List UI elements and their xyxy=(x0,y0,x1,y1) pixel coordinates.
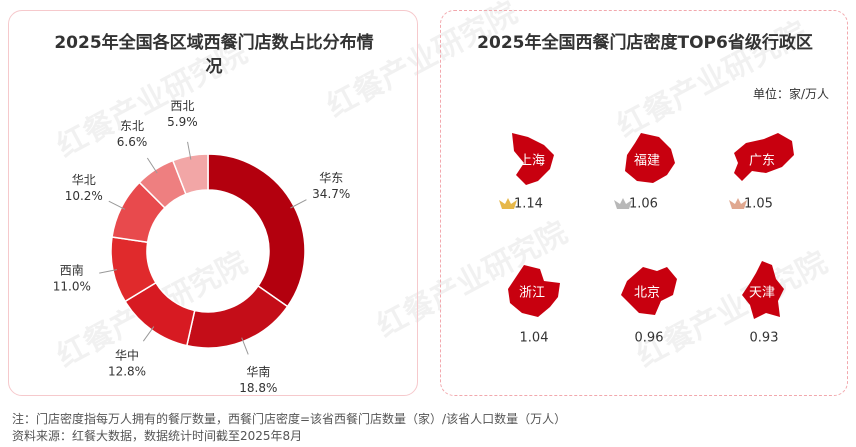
density-value: 0.96 xyxy=(635,331,664,346)
source-note: 资料来源：红餐大数据，数据统计时间截至2025年8月 xyxy=(12,429,303,443)
province-label: 广东 xyxy=(749,154,775,169)
value-label: 34.7% xyxy=(312,187,350,201)
density-value: 1.04 xyxy=(520,331,549,346)
chart-title: 2025年全国西餐门店密度TOP6省级行政区 xyxy=(477,33,813,53)
leader-line xyxy=(146,157,158,174)
value-label: 12.8% xyxy=(108,364,146,378)
leader-line xyxy=(108,200,126,210)
province-label: 福建 xyxy=(634,154,660,169)
province-shape xyxy=(621,267,677,315)
province-shape xyxy=(742,261,784,319)
crown-icon xyxy=(499,198,517,209)
value-label: 5.9% xyxy=(167,115,198,129)
category-label: 华南 xyxy=(246,364,270,379)
density-value: 1.06 xyxy=(629,197,658,212)
right-panel: 2025年全国西餐门店密度TOP6省级行政区 单位：家/万人 上海 1.14 福建 1… xyxy=(440,10,848,396)
density-value: 0.93 xyxy=(750,331,779,346)
category-label: 华中 xyxy=(115,347,139,362)
leader-line xyxy=(142,326,155,342)
category-label: 东北 xyxy=(120,119,144,133)
province-label: 上海 xyxy=(519,154,545,169)
province-label: 浙江 xyxy=(519,286,545,301)
category-label: 西北 xyxy=(170,99,194,113)
crown-icon xyxy=(729,198,747,209)
density-value: 1.05 xyxy=(744,197,773,212)
value-label: 10.2% xyxy=(65,189,103,203)
footnote: 注：门店密度指每万人拥有的餐厅数量，西餐门店密度=该省西餐门店数量（家）/该省人… xyxy=(12,412,567,426)
province-shape xyxy=(508,265,560,317)
province-label: 天津 xyxy=(749,286,775,301)
province-label: 北京 xyxy=(634,286,660,301)
province-shape xyxy=(734,133,794,181)
province-shape xyxy=(625,133,675,183)
leader-line xyxy=(290,199,307,209)
crown-icon xyxy=(614,198,632,209)
leader-line xyxy=(241,337,249,355)
unit-label: 单位：家/万人 xyxy=(752,87,829,101)
chart-title: 2025年全国各区域西餐门店数占比分布情况 xyxy=(54,33,374,77)
value-label: 6.6% xyxy=(117,135,148,149)
leader-line xyxy=(187,141,192,160)
province-grid: 上海 1.14 福建 1.06 广东 1.05 浙江 1.04 北京 0.96 天津 0.93 xyxy=(499,133,794,346)
donut-segment xyxy=(207,153,306,308)
left-panel: 2025年全国各区域西餐门店数占比分布情况 华东 34.7% 华南 18.8% 华中 12… xyxy=(8,10,418,396)
province-shape xyxy=(512,133,554,185)
donut-chart: 华东 34.7% 华南 18.8% 华中 12.8% 西南 11.0% 华北 10.2% 东北 6.6… xyxy=(53,99,351,395)
donut-segment xyxy=(185,284,289,349)
category-label: 华北 xyxy=(72,173,96,187)
value-label: 18.8% xyxy=(239,381,277,395)
leader-line xyxy=(99,269,117,274)
category-label: 西南 xyxy=(60,262,84,277)
donut-segment xyxy=(171,153,209,196)
density-value: 1.14 xyxy=(514,197,543,212)
category-label: 华东 xyxy=(319,171,343,185)
value-label: 11.0% xyxy=(53,279,91,293)
